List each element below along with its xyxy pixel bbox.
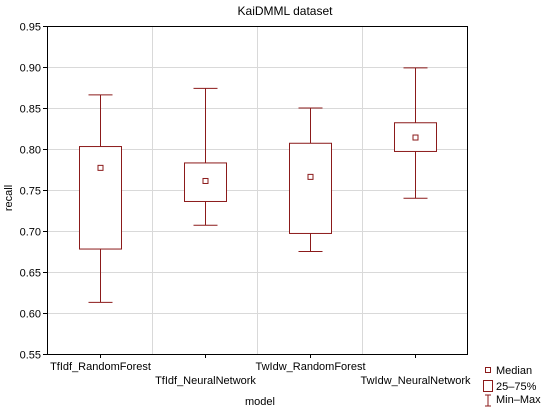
- y-tick-label: 0.75: [20, 186, 41, 198]
- boxes: [79, 67, 437, 303]
- median-marker: [202, 177, 209, 184]
- box-1: [79, 94, 122, 303]
- legend-box-label: 25–75%: [496, 381, 537, 393]
- y-tick-label: 0.95: [20, 22, 41, 34]
- x-tick-label: TwIdw_NeuralNetwork: [360, 375, 471, 387]
- x-tick-label: TwIdw_RandomForest: [255, 361, 365, 373]
- box-4: [394, 67, 437, 199]
- y-tick-label: 0.65: [20, 268, 41, 280]
- x-axis-label: model: [245, 396, 275, 408]
- y-tick-label: 0.85: [20, 104, 41, 116]
- median-marker: [97, 164, 104, 171]
- plot-frame: [47, 26, 468, 355]
- y-tick-label: 0.60: [20, 309, 41, 321]
- box-3: [289, 107, 332, 252]
- iqr-box: [394, 122, 437, 152]
- box-2: [184, 87, 227, 226]
- chart-title: KaiDMML dataset: [238, 4, 334, 18]
- legend-median-label: Median: [496, 365, 532, 377]
- y-tick-label: 0.80: [20, 145, 41, 157]
- y-tick-label: 0.70: [20, 227, 41, 239]
- y-tick-label: 0.90: [20, 63, 41, 75]
- y-axis-label: recall: [3, 185, 15, 211]
- legend-box-marker: [483, 380, 493, 392]
- median-marker: [307, 173, 314, 180]
- iqr-box: [289, 142, 332, 234]
- iqr-box: [184, 162, 227, 202]
- x-tick-label: TfIdf_NeuralNetwork: [155, 375, 256, 387]
- axes: 0.55 0.60 0.65 0.70 0.75 0.80 0.85 0.90 0.95 TfId…: [20, 22, 471, 388]
- legend-whisker-marker: [485, 394, 491, 407]
- median-marker: [412, 134, 419, 141]
- legend: Median 25–75% Min–Max: [483, 365, 541, 407]
- y-tick-label: 0.55: [20, 350, 41, 362]
- legend-whisker-label: Min–Max: [496, 394, 541, 406]
- iqr-box: [79, 146, 122, 250]
- legend-median-marker: [485, 367, 491, 373]
- x-tick-label: TfIdf_RandomForest: [50, 361, 151, 373]
